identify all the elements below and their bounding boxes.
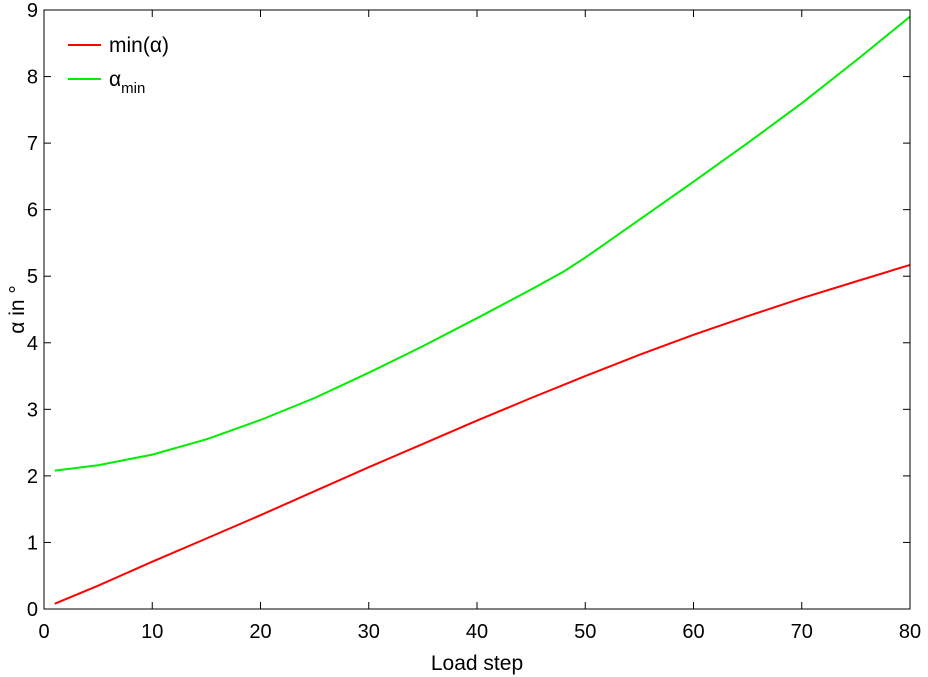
x-tick-label: 40 bbox=[466, 621, 488, 643]
y-tick-label: 4 bbox=[27, 333, 38, 355]
x-tick-label: 60 bbox=[682, 621, 704, 643]
ticks-layer: 0 10 20 30 40 50 60 70 80 0 1 2 3 4 5 6 7 8 9 bbox=[27, 0, 921, 643]
y-tick-label: 5 bbox=[27, 266, 38, 288]
x-tick-label: 50 bbox=[574, 621, 596, 643]
y-tick-label: 3 bbox=[27, 399, 38, 421]
y-axis-title: α in ° bbox=[6, 285, 29, 334]
legend-label-alpha-min: αmin bbox=[109, 68, 145, 97]
y-tick-label: 1 bbox=[27, 532, 38, 554]
series-line-1 bbox=[54, 15, 911, 472]
x-tick-label: 70 bbox=[791, 621, 813, 643]
plot-frame bbox=[43, 9, 911, 610]
x-tick-label: 10 bbox=[141, 621, 163, 643]
x-tick-label: 20 bbox=[249, 621, 271, 643]
legend: min(α) αmin bbox=[68, 34, 169, 97]
y-tick-label: 6 bbox=[27, 200, 38, 222]
y-tick-label: 2 bbox=[27, 466, 38, 488]
x-tick-label: 30 bbox=[358, 621, 380, 643]
y-tick-label: 0 bbox=[27, 599, 38, 621]
y-tick-label: 7 bbox=[27, 133, 38, 155]
legend-label-alpha-min-base: α bbox=[109, 68, 121, 91]
y-tick-label: 9 bbox=[27, 0, 38, 22]
x-tick-label: 80 bbox=[899, 621, 921, 643]
series-line-0 bbox=[54, 263, 911, 605]
y-tick-label: 8 bbox=[27, 67, 38, 89]
legend-label-alpha-min-subscript: min bbox=[121, 80, 145, 97]
series-layer bbox=[54, 15, 911, 605]
x-axis-title: Load step bbox=[431, 652, 523, 675]
x-tick-label: 0 bbox=[38, 621, 49, 643]
legend-label-min-alpha: min(α) bbox=[109, 34, 169, 57]
